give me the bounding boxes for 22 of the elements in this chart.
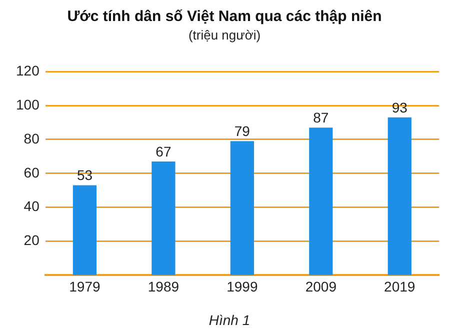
y-tick-label: 120 xyxy=(16,62,40,78)
y-tick-label: 80 xyxy=(24,130,40,146)
data-label: 87 xyxy=(313,109,329,126)
bar xyxy=(72,185,97,276)
chart-title: Ước tính dân số Việt Nam qua các thập niên xyxy=(67,8,382,26)
text: Hình 1 xyxy=(208,312,250,328)
chart-subtitle: (triệu người) xyxy=(188,27,261,42)
x-tick-label: 2009 xyxy=(305,278,337,294)
y-tick-label: 20 xyxy=(24,232,40,248)
x-tick-label: 1989 xyxy=(148,278,180,294)
x-tick-label: 1999 xyxy=(226,278,258,294)
data-label: 67 xyxy=(156,143,172,160)
y-tick-label: 60 xyxy=(24,164,40,180)
y-tick-label: 40 xyxy=(24,198,40,214)
bar xyxy=(230,141,254,276)
bar xyxy=(152,162,176,276)
bar xyxy=(309,128,333,276)
bar xyxy=(388,117,412,276)
x-tick-label: 2019 xyxy=(384,278,416,294)
data-label: 79 xyxy=(234,123,250,140)
x-tick-label: 1979 xyxy=(69,278,101,294)
y-tick-label: 100 xyxy=(16,96,40,112)
